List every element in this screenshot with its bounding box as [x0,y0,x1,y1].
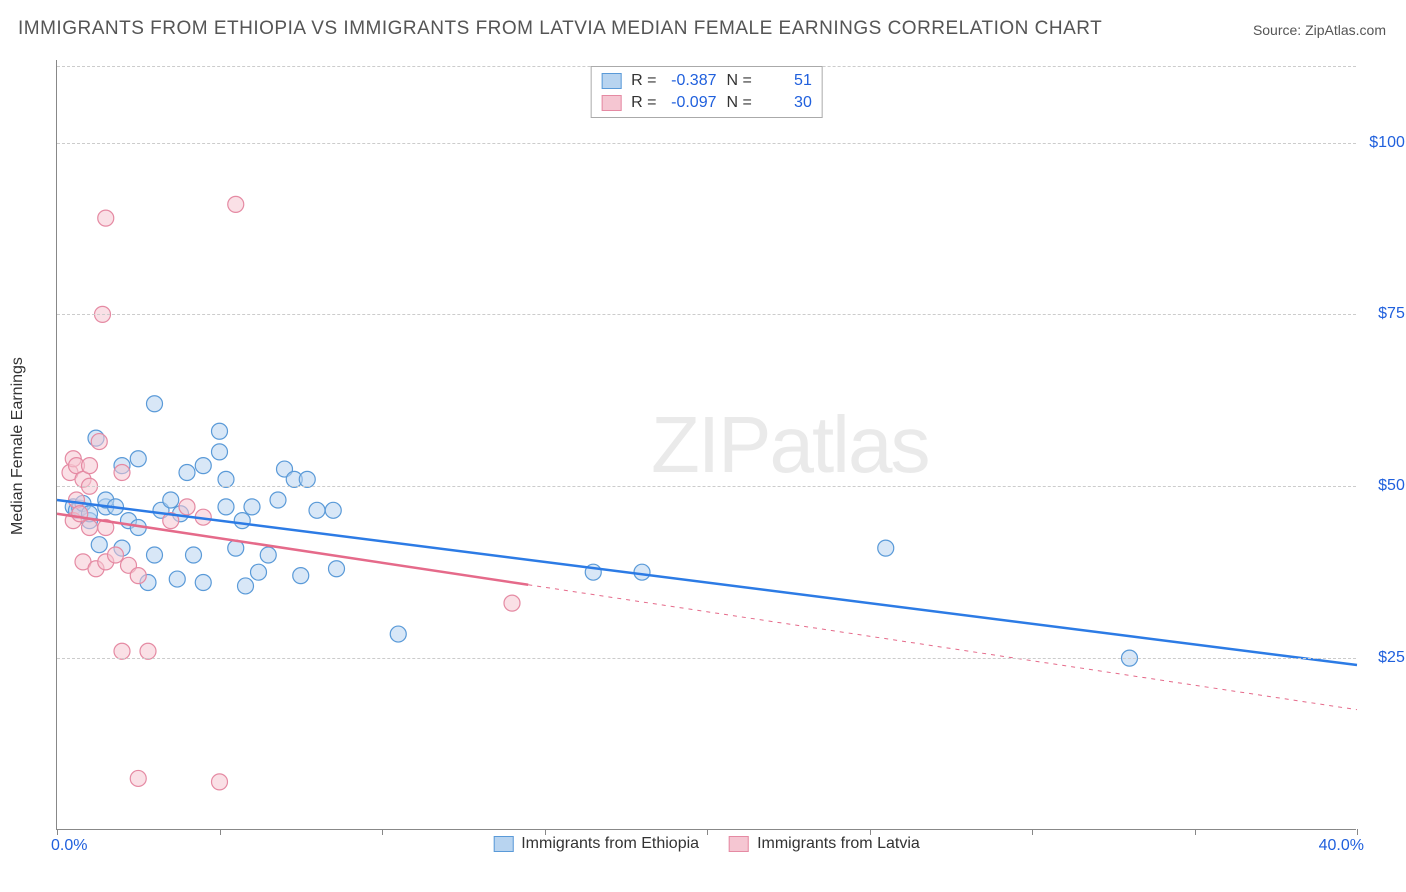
scatter-point [82,458,98,474]
scatter-point [234,513,250,529]
scatter-point [114,643,130,659]
r-value-ethiopia: -0.387 [667,72,717,90]
scatter-point [91,434,107,450]
scatter-point [195,575,211,591]
scatter-point [82,520,98,536]
source-attribution: Source: ZipAtlas.com [1253,22,1386,38]
n-value-ethiopia: 51 [762,72,812,90]
trend-line-dashed [528,585,1357,710]
scatter-point [293,568,309,584]
scatter-point [504,595,520,611]
gridline-h [57,486,1356,487]
swatch-ethiopia-icon [493,836,513,852]
legend-label-latvia: Immigrants from Latvia [757,835,920,853]
swatch-ethiopia [601,73,621,89]
y-tick-label: $25,000 [1366,649,1406,667]
chart-title: IMMIGRANTS FROM ETHIOPIA VS IMMIGRANTS F… [18,18,1102,40]
scatter-point [130,568,146,584]
scatter-point [163,492,179,508]
y-tick-label: $50,000 [1366,477,1406,495]
scatter-point [878,540,894,556]
scatter-point [130,770,146,786]
scatter-point [309,502,325,518]
y-tick-label: $100,000 [1366,134,1406,152]
gridline-h [57,143,1356,144]
scatter-point [169,571,185,587]
r-label: R = [631,94,656,112]
scatter-point [179,465,195,481]
x-tick-mark [57,829,58,835]
scatter-point [251,564,267,580]
y-axis-label: Median Female Earnings [9,357,27,535]
x-tick-mark [382,829,383,835]
scatter-point [244,499,260,515]
gridline-h [57,658,1356,659]
scatter-point [218,499,234,515]
x-tick-mark [1032,829,1033,835]
scatter-point [108,547,124,563]
swatch-latvia-icon [729,836,749,852]
r-value-latvia: -0.097 [667,94,717,112]
legend-item-ethiopia: Immigrants from Ethiopia [493,835,699,853]
stats-row-latvia: R = -0.097 N = 30 [601,92,812,114]
scatter-point [260,547,276,563]
stats-legend-box: R = -0.387 N = 51 R = -0.097 N = 30 [590,66,823,118]
scatter-plot-area: ZIPatlas R = -0.387 N = 51 R = -0.097 N … [56,60,1356,830]
scatter-point [390,626,406,642]
swatch-latvia [601,95,621,111]
n-label: N = [727,94,752,112]
x-axis-min-label: 0.0% [51,837,87,855]
y-tick-label: $75,000 [1366,305,1406,323]
scatter-point [114,465,130,481]
n-value-latvia: 30 [762,94,812,112]
scatter-point [186,547,202,563]
scatter-point [325,502,341,518]
scatter-point [195,458,211,474]
scatter-point [228,196,244,212]
scatter-point [238,578,254,594]
scatter-point [212,423,228,439]
n-label: N = [727,72,752,90]
scatter-point [91,537,107,553]
scatter-point [329,561,345,577]
scatter-point [634,564,650,580]
r-label: R = [631,72,656,90]
scatter-point [147,396,163,412]
scatter-point [72,506,88,522]
x-tick-mark [1195,829,1196,835]
scatter-point [212,774,228,790]
scatter-point [98,210,114,226]
scatter-point [179,499,195,515]
gridline-h [57,314,1356,315]
x-axis-max-label: 40.0% [1319,837,1364,855]
scatter-point [130,451,146,467]
scatter-point [212,444,228,460]
scatter-point [270,492,286,508]
x-tick-mark [220,829,221,835]
scatter-point [140,643,156,659]
legend-item-latvia: Immigrants from Latvia [729,835,920,853]
chart-svg-canvas [57,60,1356,829]
bottom-legend: Immigrants from Ethiopia Immigrants from… [493,835,920,853]
scatter-point [147,547,163,563]
stats-row-ethiopia: R = -0.387 N = 51 [601,70,812,92]
scatter-point [218,471,234,487]
legend-label-ethiopia: Immigrants from Ethiopia [521,835,699,853]
scatter-point [299,471,315,487]
x-tick-mark [1357,829,1358,835]
